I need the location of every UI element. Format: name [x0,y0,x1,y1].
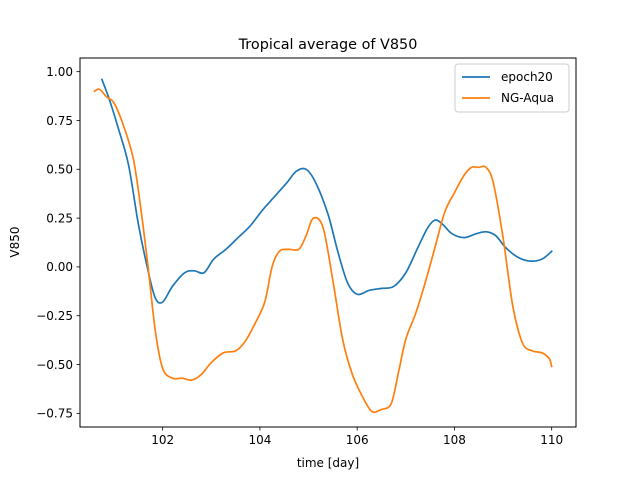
series-line-ng-aqua [93,88,553,414]
x-tick-label: 102 [151,433,174,447]
series-line-epoch20 [100,78,553,304]
x-tick-label: 108 [443,433,466,447]
x-axis-label: time [day] [297,456,359,470]
y-tick-label: 0.75 [46,114,73,128]
y-axis-ticks: −0.75 −0.50 −0.25 0.00 0.25 0.50 0.75 1.00 [36,65,80,421]
y-tick-label: 1.00 [46,65,73,79]
x-axis-ticks: 102 104 106 108 110 [151,427,563,447]
x-tick-label: 106 [346,433,369,447]
y-tick-label: 0.25 [46,211,73,225]
y-axis-label: V850 [8,226,22,257]
y-tick-label: −0.75 [36,407,73,421]
legend-label-ng-aqua: NG-Aqua [501,91,554,105]
y-tick-label: −0.25 [36,309,73,323]
y-tick-label: 0.00 [46,260,73,274]
plot-frame [79,57,577,428]
legend: epoch20 NG-Aqua [454,63,570,113]
y-tick-label: −0.50 [36,358,73,372]
legend-box [454,63,570,113]
x-tick-label: 110 [540,433,563,447]
y-tick-label: 0.50 [46,163,73,177]
chart-title: Tropical average of V850 [238,37,418,53]
legend-label-epoch20: epoch20 [501,70,553,84]
series-layer [93,78,553,414]
x-tick-label: 104 [248,433,271,447]
